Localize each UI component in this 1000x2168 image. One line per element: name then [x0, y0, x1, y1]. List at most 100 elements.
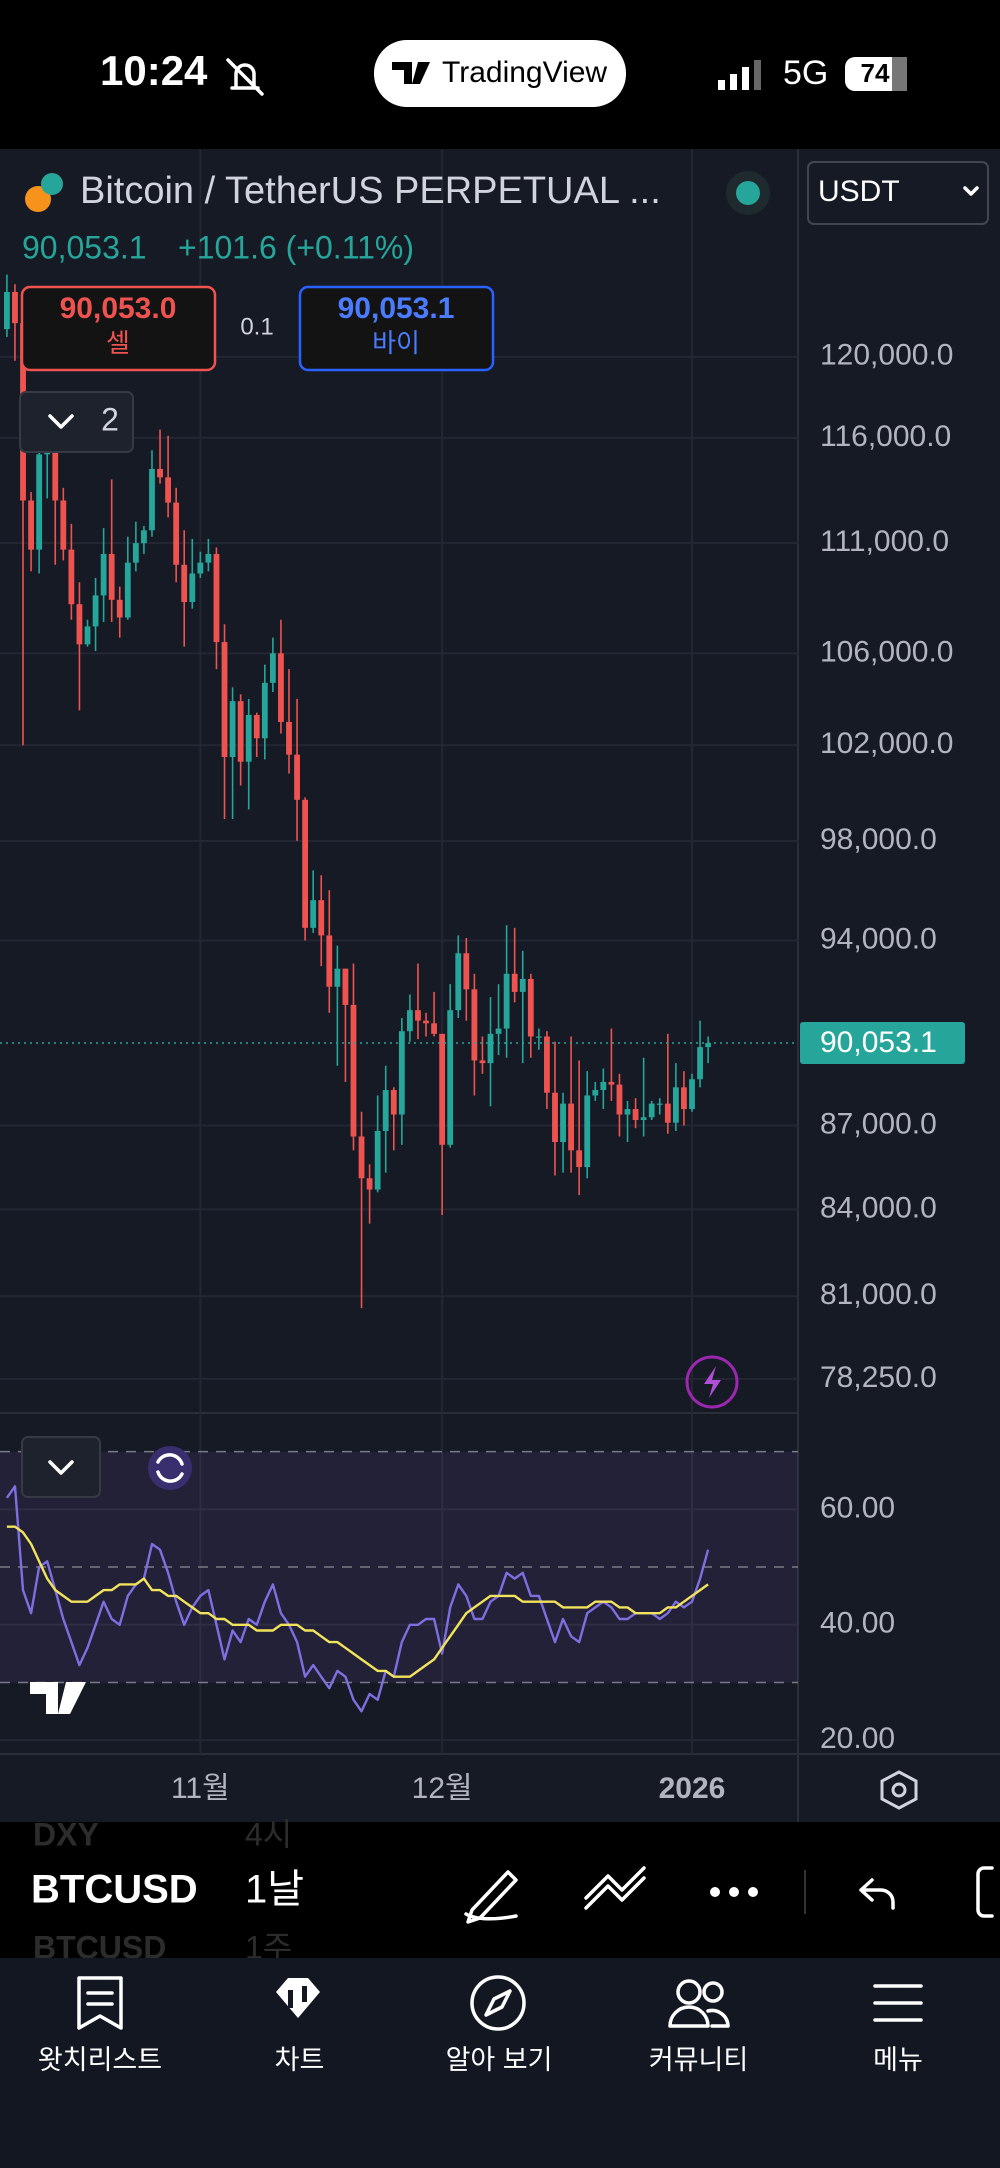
sell-price[interactable]: 90,053.0 — [60, 292, 177, 325]
nav-label[interactable]: 차트 — [275, 2045, 325, 2075]
prev-symbol: DXY — [33, 1816, 99, 1852]
candle-body — [294, 754, 300, 800]
symbol[interactable]: BTCUSD — [31, 1868, 198, 1912]
bottom-nav — [0, 1958, 1000, 2168]
candle-body — [503, 973, 510, 1029]
sell-button[interactable] — [20, 285, 217, 372]
candle-body — [286, 721, 292, 755]
indicator-toggle[interactable] — [19, 391, 134, 453]
explore-icon[interactable] — [470, 1975, 526, 2031]
candle-body — [221, 642, 228, 758]
more-tool[interactable] — [710, 1887, 758, 1897]
candle-body — [68, 549, 75, 605]
candle-body — [519, 978, 526, 992]
nav-label[interactable]: 알아 보기 — [446, 2045, 553, 2075]
candle-body — [60, 500, 67, 550]
candle-body — [592, 1090, 599, 1096]
refresh-button[interactable] — [148, 1446, 192, 1490]
candle-body — [12, 291, 18, 324]
lightning-button[interactable] — [685, 1355, 739, 1409]
candle-body — [681, 1087, 687, 1110]
candle-body — [407, 1010, 413, 1032]
candle-body — [44, 452, 51, 455]
mute-icon — [226, 58, 264, 96]
y-tick-label: 120,000.0 — [820, 339, 953, 372]
candle-body — [100, 553, 107, 596]
menu-icon[interactable] — [873, 1984, 923, 2022]
spread: 0.1 — [240, 313, 273, 340]
candle-body — [326, 935, 333, 987]
candle-body — [205, 553, 212, 563]
candle-body — [390, 1090, 397, 1115]
y-tick-label: 106,000.0 — [820, 635, 953, 668]
candle-body — [108, 553, 115, 600]
candle-body — [463, 953, 470, 990]
candle-body — [253, 715, 260, 739]
candle-body — [431, 1023, 437, 1034]
candle-body — [600, 1081, 607, 1091]
candle-body — [149, 468, 155, 531]
nav-label[interactable]: 메뉴 — [873, 2045, 923, 2075]
usdt-icon — [41, 173, 63, 195]
candle-body — [632, 1109, 639, 1120]
lightning-icon — [704, 1366, 721, 1398]
rsi-toggle[interactable] — [21, 1436, 101, 1498]
chart-icon[interactable] — [276, 1978, 320, 2018]
y-tick-label: 116,000.0 — [820, 420, 951, 453]
y-tick-label: 94,000.0 — [820, 922, 937, 955]
candle-body — [52, 452, 59, 501]
app-name: TradingView — [442, 56, 607, 89]
candle-body — [189, 573, 196, 603]
candle-body — [76, 604, 83, 645]
candle-body — [197, 562, 204, 574]
candle-body — [358, 1136, 365, 1179]
x-tick-label: 12월 — [412, 1772, 473, 1805]
watchlist-icon[interactable] — [77, 1976, 123, 2030]
candle-body — [213, 553, 220, 643]
tv-watermark — [30, 1682, 86, 1714]
candle-body — [302, 799, 309, 928]
refresh-icon — [156, 1453, 184, 1483]
toolbar — [0, 1822, 1000, 1958]
series-line — [6, 1525, 709, 1678]
candle-body — [656, 1103, 663, 1105]
nav-label[interactable]: 커뮤니티 — [649, 2045, 748, 2075]
currency[interactable]: USDT — [818, 175, 900, 208]
sell-label[interactable]: 셀 — [106, 328, 130, 358]
market-status — [736, 181, 760, 205]
candle-body — [672, 1087, 679, 1123]
draw-tool[interactable] — [464, 1870, 518, 1924]
settings-button[interactable] — [880, 1770, 918, 1810]
last-price-label: 90,053.1 — [820, 1026, 937, 1059]
candle-body — [495, 1028, 502, 1034]
buy-price[interactable]: 90,053.1 — [338, 292, 455, 325]
undo-button[interactable] — [859, 1878, 895, 1910]
candle-body — [398, 1031, 405, 1115]
currency-select[interactable] — [807, 161, 989, 225]
buy-label[interactable]: 바이 — [372, 328, 420, 358]
y-tick-label: 98,000.0 — [820, 823, 937, 856]
interval[interactable]: 1날 — [245, 1868, 304, 1912]
candle-body — [173, 502, 180, 565]
candle-body — [4, 291, 10, 330]
tv-logo-small — [392, 62, 430, 84]
network: 5G — [783, 54, 828, 92]
trendline-tool[interactable] — [584, 1866, 646, 1910]
candle-body — [261, 682, 268, 739]
fullscreen-button[interactable] — [976, 1866, 994, 1918]
candle-body — [697, 1047, 703, 1080]
community-icon[interactable] — [668, 1979, 730, 2028]
candle-body — [535, 1036, 542, 1038]
candle-body — [28, 500, 34, 550]
candle-body — [92, 595, 99, 627]
y-tick-label: 84,000.0 — [820, 1191, 937, 1224]
candle-body — [310, 900, 317, 928]
buy-button[interactable] — [298, 285, 495, 372]
quote: 90,053.1 — [22, 229, 147, 265]
battery-empty — [892, 57, 907, 91]
nav-label[interactable]: 왓치리스트 — [38, 2045, 162, 2075]
symbol-title: Bitcoin / TetherUS PERPETUAL ... — [80, 170, 661, 212]
indicator-count[interactable]: 2 — [101, 401, 119, 437]
candle-body — [141, 530, 147, 544]
